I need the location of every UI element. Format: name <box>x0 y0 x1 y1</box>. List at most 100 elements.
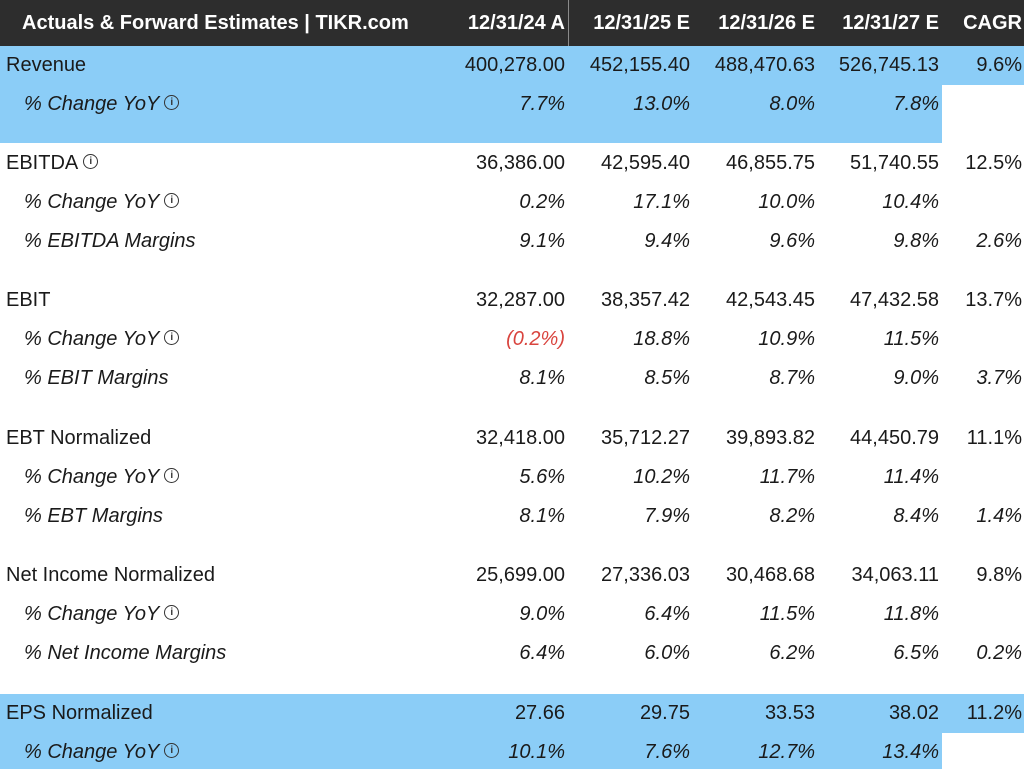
cell-value-negative: (0.2%) <box>506 328 565 350</box>
table-row-ebt: EBT Normalized 32,418.00 35,712.27 39,89… <box>0 419 1024 458</box>
cell-value: 6.2% <box>769 642 815 664</box>
cell-value: 7.8% <box>893 93 939 115</box>
cell-value: 8.1% <box>519 505 565 527</box>
info-icon[interactable]: i <box>83 154 99 170</box>
row-label-wrap: % Change YoY i <box>24 733 180 772</box>
column-header-3[interactable]: 12/31/26 E <box>718 12 815 34</box>
column-header-cagr[interactable]: CAGR <box>963 12 1022 34</box>
cell-value: 13.4% <box>882 741 939 763</box>
row-label: % Net Income Margins <box>24 642 227 664</box>
cell-value: 7.9% <box>644 505 690 527</box>
table-row-ebt-change: % Change YoY i 5.6% 10.2% 11.7% 11.4% <box>0 458 1024 497</box>
cell-value: 8.2% <box>769 505 815 527</box>
info-icon[interactable]: i <box>164 95 180 111</box>
cell-value: 35,712.27 <box>601 427 690 449</box>
cell-value: 0.2% <box>519 191 565 213</box>
info-icon[interactable]: i <box>164 468 180 484</box>
row-label: EBITDA <box>6 152 79 174</box>
table-row-eps: EPS Normalized 27.66 29.75 33.53 38.02 1… <box>0 694 1024 733</box>
info-icon[interactable]: i <box>164 330 180 346</box>
cell-value: 30,468.68 <box>726 564 815 586</box>
cell-value: 9.0% <box>893 367 939 389</box>
cell-value: 18.8% <box>633 328 690 350</box>
cell-cagr: 2.6% <box>976 230 1022 252</box>
cell-value: 27,336.03 <box>601 564 690 586</box>
row-label: % Change YoY <box>24 603 160 625</box>
revenue-change-highlight <box>0 85 942 143</box>
row-label: % Change YoY <box>24 466 160 488</box>
row-label: % Change YoY <box>24 741 160 763</box>
cell-cagr: 0.2% <box>976 642 1022 664</box>
cell-value: 46,855.75 <box>726 152 815 174</box>
cell-value: 9.8% <box>893 230 939 252</box>
column-header-2[interactable]: 12/31/25 E <box>593 12 690 34</box>
cell-value: 42,595.40 <box>601 152 690 174</box>
row-label: Net Income Normalized <box>6 564 215 586</box>
table-row-ebitda-change: % Change YoY i 0.2% 17.1% 10.0% 10.4% <box>0 183 1024 222</box>
cell-value: 10.2% <box>633 466 690 488</box>
cell-value: 51,740.55 <box>850 152 939 174</box>
row-label-wrap: % Change YoY i <box>24 320 180 359</box>
row-label: EBIT <box>6 289 51 311</box>
cell-value: 526,745.13 <box>838 54 939 76</box>
table-row-net-income-margins: % Net Income Margins 6.4% 6.0% 6.2% 6.5%… <box>0 634 1024 673</box>
cell-value: 34,063.11 <box>851 564 940 586</box>
row-label: % EBT Margins <box>24 505 163 527</box>
cell-value: 38,357.42 <box>601 289 690 311</box>
row-label-wrap: EBITDA i <box>6 144 99 183</box>
cell-cagr: 11.1% <box>966 427 1022 449</box>
cell-value: 8.5% <box>644 367 690 389</box>
cell-value: 488,470.63 <box>714 54 815 76</box>
revenue-highlight <box>0 46 1024 85</box>
info-icon[interactable]: i <box>164 193 180 209</box>
row-label: % Change YoY <box>24 93 160 115</box>
column-header-4[interactable]: 12/31/27 E <box>842 12 939 34</box>
table-header: Actuals & Forward Estimates | TIKR.com 1… <box>0 0 1024 46</box>
cell-value: 12.7% <box>758 741 815 763</box>
row-label-wrap: % Change YoY i <box>24 595 180 634</box>
info-icon[interactable]: i <box>164 743 180 759</box>
table-row-net-income-change: % Change YoY i 9.0% 6.4% 11.5% 11.8% <box>0 595 1024 634</box>
cell-cagr: 11.2% <box>966 702 1022 724</box>
info-icon[interactable]: i <box>164 605 180 621</box>
cell-value: 38.02 <box>888 702 939 724</box>
table-row-ebt-margins: % EBT Margins 8.1% 7.9% 8.2% 8.4% 1.4% <box>0 497 1024 536</box>
cell-value: 10.1% <box>508 741 565 763</box>
eps-highlight <box>0 694 1024 733</box>
cell-value: 6.0% <box>644 642 690 664</box>
cell-value: 11.4% <box>883 466 939 488</box>
cell-value: 6.4% <box>644 603 690 625</box>
cell-value: 17.1% <box>633 191 690 213</box>
column-header-1[interactable]: 12/31/24 A <box>467 12 565 34</box>
cell-value: 27.66 <box>514 702 565 724</box>
cell-value: 8.1% <box>519 367 565 389</box>
table-title: Actuals & Forward Estimates | TIKR.com <box>22 12 409 34</box>
cell-value: 44,450.79 <box>850 427 939 449</box>
row-label-wrap: % Change YoY i <box>24 458 180 497</box>
cell-value: 32,287.00 <box>476 289 565 311</box>
cell-value: 33.53 <box>764 702 815 724</box>
cell-value: 9.6% <box>769 230 815 252</box>
row-label: EBT Normalized <box>6 427 152 449</box>
cell-value: 7.7% <box>519 93 565 115</box>
eps-change-highlight <box>0 733 942 769</box>
cell-value: 10.4% <box>882 191 939 213</box>
cell-value: 47,432.58 <box>850 289 939 311</box>
cell-value: 29.75 <box>639 702 690 724</box>
cell-cagr: 3.7% <box>976 367 1022 389</box>
row-label: Revenue <box>6 54 87 76</box>
cell-value: 11.5% <box>883 328 939 350</box>
table-row-ebit-change: % Change YoY i (0.2%) 18.8% 10.9% 11.5% <box>0 320 1024 359</box>
cell-value: 6.5% <box>893 642 939 664</box>
cell-value: 9.1% <box>519 230 565 252</box>
row-label: EPS Normalized <box>6 702 153 724</box>
cell-value: 42,543.45 <box>726 289 815 311</box>
cell-value: 8.7% <box>769 367 815 389</box>
cell-value: 8.0% <box>769 93 815 115</box>
cell-value: 9.4% <box>644 230 690 252</box>
cell-value: 13.0% <box>633 93 690 115</box>
table-row-ebitda-margins: % EBITDA Margins 9.1% 9.4% 9.6% 9.8% 2.6… <box>0 222 1024 261</box>
cell-value: 10.9% <box>758 328 815 350</box>
row-label: % Change YoY <box>24 191 160 213</box>
